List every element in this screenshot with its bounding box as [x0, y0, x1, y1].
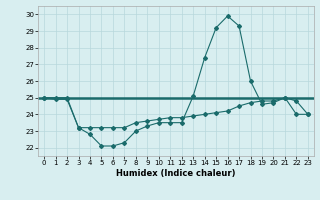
X-axis label: Humidex (Indice chaleur): Humidex (Indice chaleur)	[116, 169, 236, 178]
